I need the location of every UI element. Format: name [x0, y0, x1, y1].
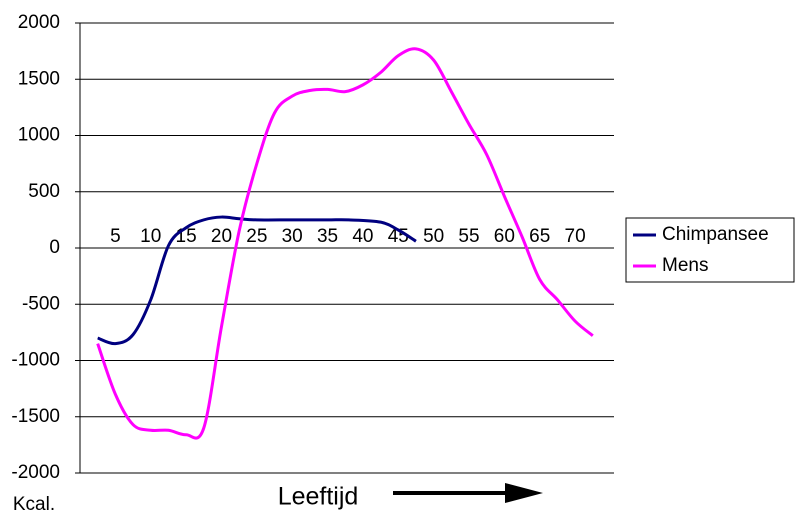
- y-tick-label: 2000: [18, 12, 60, 33]
- x-tick-label: 60: [494, 226, 515, 247]
- y-tick-label: 1500: [18, 68, 60, 89]
- y-tick-label: 500: [28, 181, 60, 202]
- x-tick-label: 55: [458, 226, 479, 247]
- x-tick-label: 35: [317, 226, 338, 247]
- x-axis-label: Leeftijd: [278, 483, 359, 511]
- x-tick-label: 70: [565, 226, 586, 247]
- legend-label: Mens: [662, 255, 708, 276]
- y-axis-label: Kcal.: [13, 494, 55, 515]
- x-tick-label: 40: [352, 226, 373, 247]
- x-tick-label: 5: [110, 226, 121, 247]
- x-tick-label: 65: [529, 226, 550, 247]
- arrow: [393, 483, 543, 503]
- x-tick-label: 50: [423, 226, 444, 247]
- y-tick-label: 0: [49, 237, 60, 258]
- x-tick-label: 30: [282, 226, 303, 247]
- legend-label: Chimpansee: [662, 224, 769, 245]
- y-tick-label: -2000: [11, 462, 60, 483]
- series-line: [96, 47, 594, 440]
- y-tick-label: -1000: [11, 350, 60, 371]
- x-tick-label: 25: [246, 226, 267, 247]
- y-tick-label: -1500: [11, 406, 60, 427]
- x-tick-label: 20: [211, 226, 232, 247]
- x-tick-label: 45: [388, 226, 409, 247]
- y-tick-label: 1000: [18, 125, 60, 146]
- y-tick-label: -500: [22, 293, 60, 314]
- series-line: [97, 215, 417, 346]
- legend-box: [625, 217, 795, 283]
- x-tick-label: 10: [140, 226, 161, 247]
